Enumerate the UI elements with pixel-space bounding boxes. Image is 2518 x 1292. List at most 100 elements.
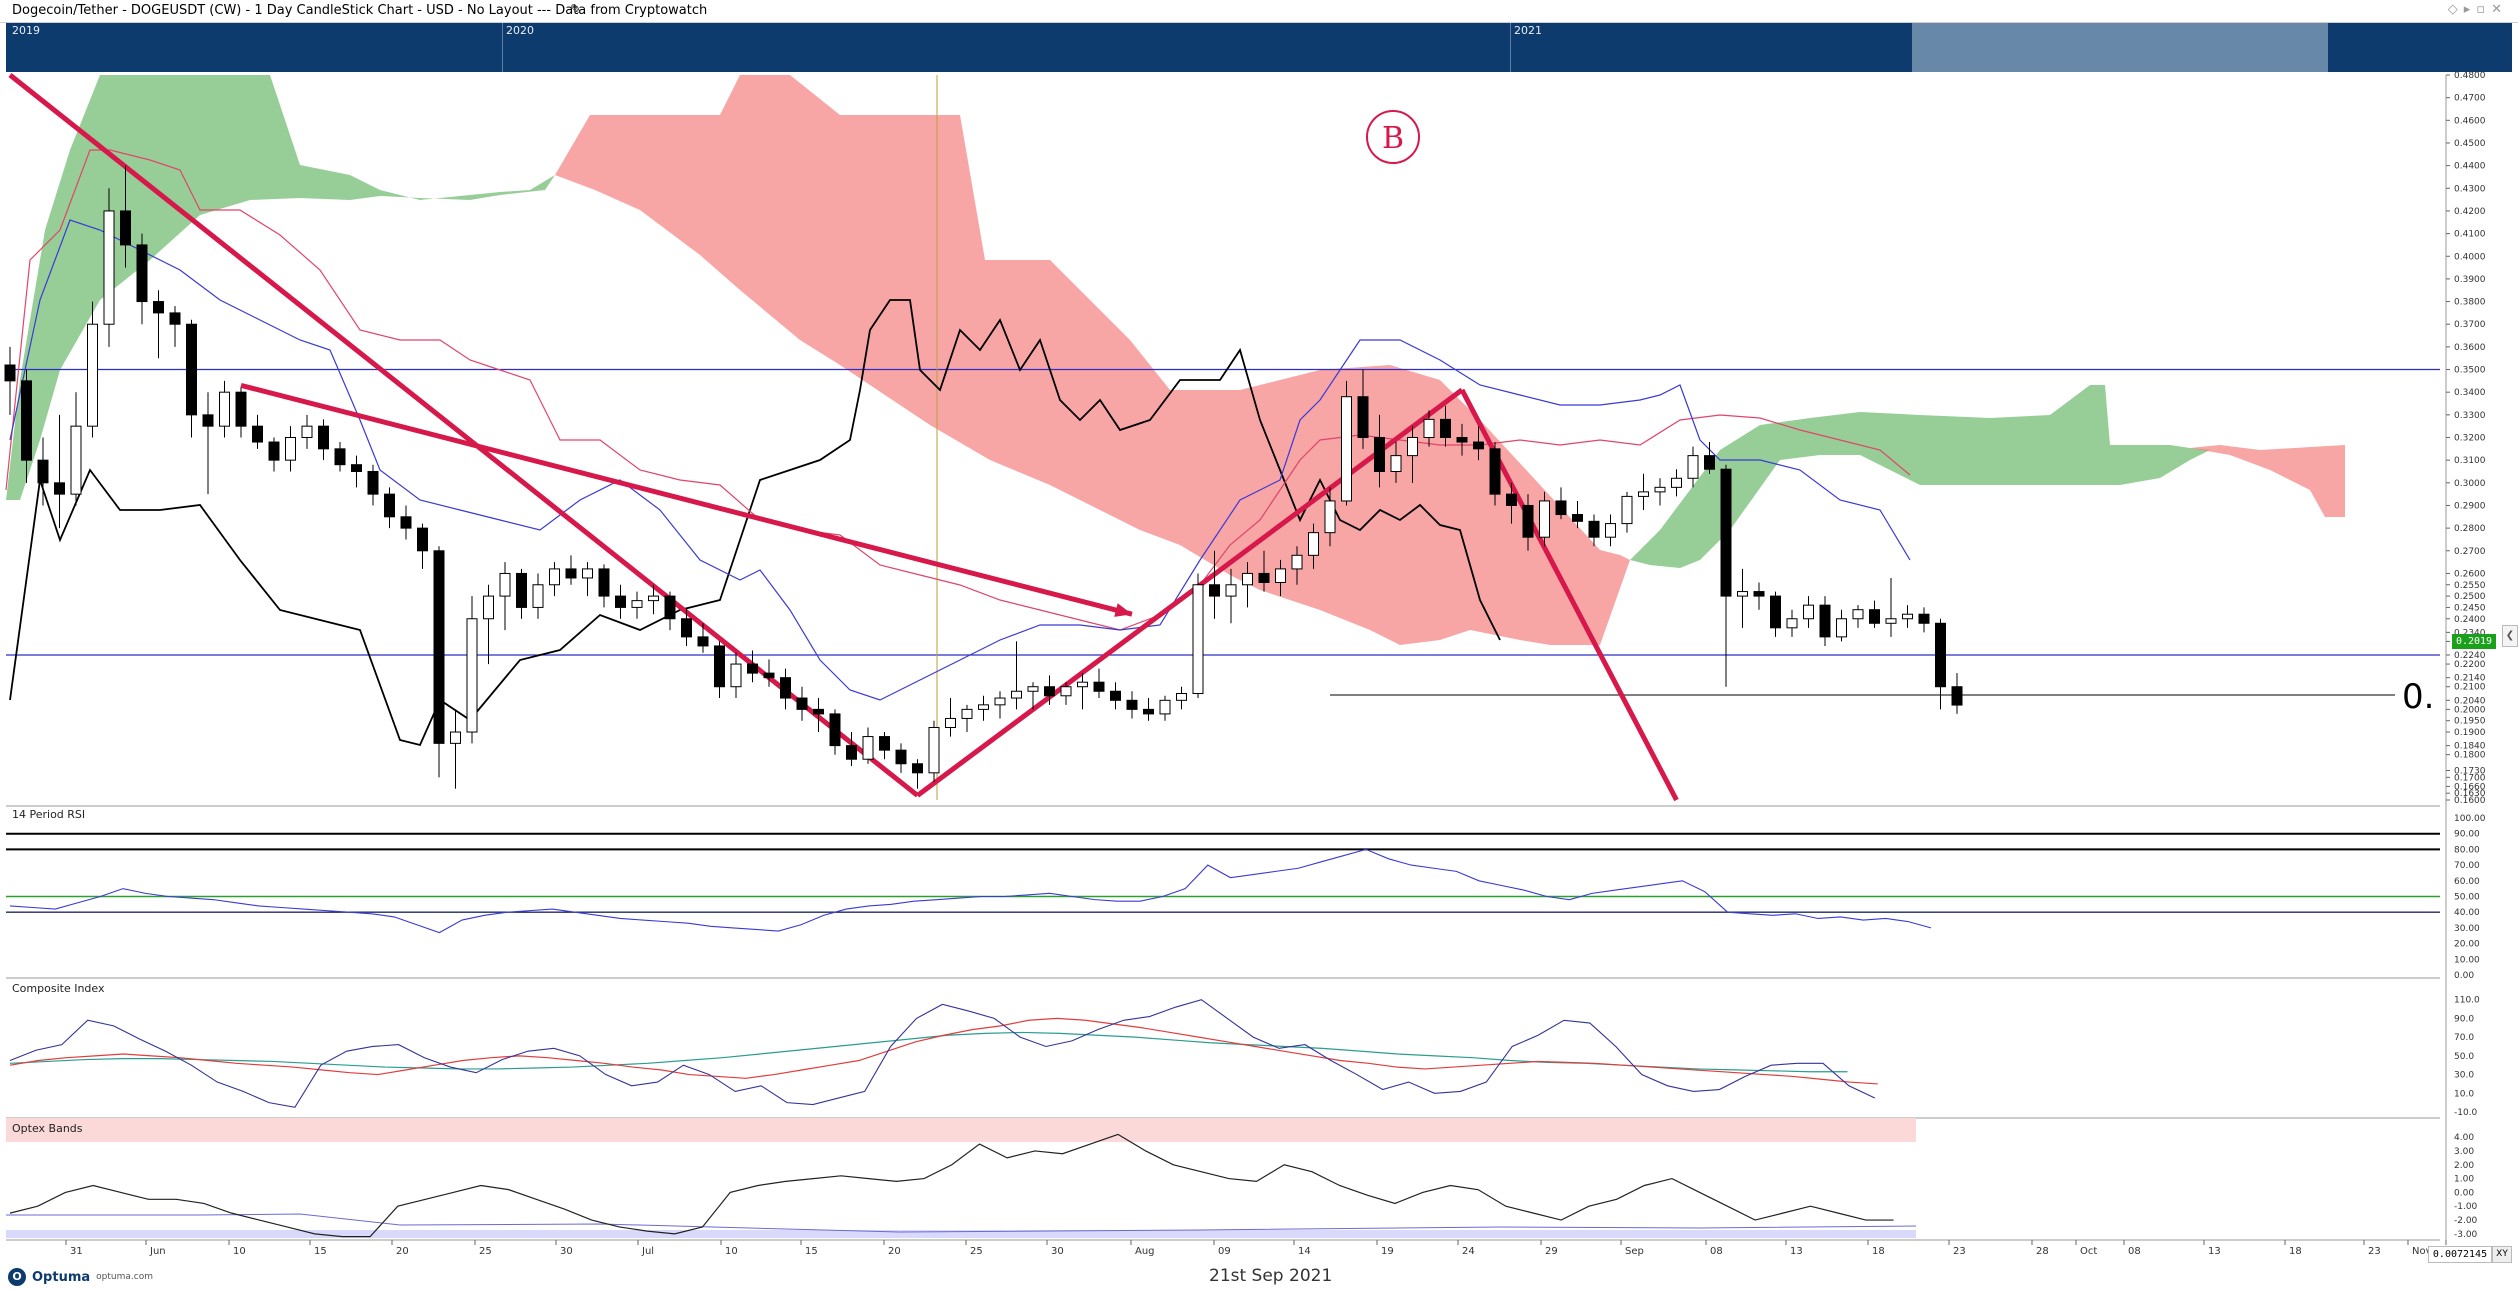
date-axis-label: 08 [2128, 1246, 2141, 1257]
candle-bearish [202, 414, 214, 427]
ichimoku-cloud-bearish [555, 75, 1630, 645]
axis-scroll-arrow-icon[interactable]: ❮ [2502, 625, 2518, 647]
date-axis-label: 15 [314, 1246, 327, 1257]
candle-bearish [1473, 441, 1484, 450]
price-axis-label: 0.4800 [2454, 71, 2486, 81]
candle-bullish [285, 437, 296, 461]
tenkan-sen-line [9, 219, 1911, 701]
candle-bullish [961, 708, 973, 719]
candle-bullish [549, 568, 560, 586]
optex-axis-label: 4.00 [2454, 1133, 2474, 1143]
price-axis-label: 0.2800 [2454, 524, 2486, 534]
price-axis-label: 0.3600 [2454, 343, 2486, 353]
optex-lower-band-line [6, 1213, 1917, 1233]
candle-bullish [1027, 686, 1039, 692]
price-axis-label: 0.4100 [2454, 230, 2486, 240]
price-axis-label: 0.3400 [2454, 388, 2486, 398]
navigator-selection-window[interactable] [1912, 23, 2328, 72]
candle-bearish [1704, 455, 1715, 470]
candle-bearish [367, 470, 379, 495]
date-axis-label: 18 [1872, 1246, 1885, 1257]
candle-bearish [136, 244, 148, 303]
date-axis-label: Sep [1625, 1246, 1644, 1257]
candle-bearish [1588, 520, 1600, 538]
candle-bullish [1539, 500, 1550, 538]
candle-bearish [21, 380, 32, 461]
composite-axis-label: 110.0 [2454, 996, 2480, 1006]
candle-bearish [1044, 686, 1055, 697]
candle-bearish [1093, 681, 1105, 692]
candle-bullish [532, 584, 544, 608]
price-axis-label: 0.3000 [2454, 479, 2486, 489]
wave-label: B [1382, 121, 1404, 156]
candle-bearish [681, 618, 692, 638]
candle-bearish [697, 636, 709, 647]
rsi-axis-label: 40.00 [2454, 908, 2480, 918]
candle-bearish [1522, 504, 1534, 538]
window-title-bar: Dogecoin/Tether - DOGEUSDT (CW) - 1 Day … [0, 0, 2518, 23]
candle-bearish [516, 572, 527, 608]
optex-line [9, 1133, 1894, 1238]
composite-axis-label: 50.0 [2454, 1052, 2474, 1062]
price-axis-label: 0.2600 [2454, 569, 2486, 579]
candle-bearish [54, 482, 65, 495]
wave-label-circle [1366, 110, 1420, 164]
candle-bullish [1638, 491, 1649, 497]
candle-bullish [1737, 591, 1748, 597]
composite-index-line [9, 999, 1876, 1108]
date-axis-label: 13 [1790, 1246, 1803, 1257]
candle-bearish [1951, 686, 1963, 706]
price-axis-label: 0.1900 [2454, 728, 2486, 738]
candle-bearish [351, 464, 362, 472]
cut-off-level-label: 0. [2402, 677, 2434, 717]
candle-bullish [1225, 584, 1237, 597]
price-axis-label: 0.2700 [2454, 547, 2486, 557]
logo-url: optuma.com [96, 1272, 153, 1282]
candle-bullish [87, 323, 98, 427]
candle-bearish [747, 663, 758, 674]
candle-bullish [1324, 500, 1336, 534]
price-axis-label: 0.3800 [2454, 298, 2486, 308]
candle-bearish [1374, 437, 1385, 472]
candle-bearish [1555, 500, 1567, 516]
composite-axis-label: -10.0 [2454, 1108, 2478, 1118]
candle-bearish [37, 459, 49, 484]
candle-bearish [1456, 437, 1468, 443]
candle-bullish [1803, 604, 1814, 620]
candle-bullish [1011, 690, 1022, 699]
candle-bearish [1869, 609, 1880, 624]
pencil-edit-icon[interactable]: ✎ [570, 2, 582, 18]
rsi-axis-label: 0.00 [2454, 971, 2474, 981]
candle-bearish [433, 550, 445, 744]
candle-bearish [1935, 622, 1946, 688]
candle-bullish [1077, 681, 1088, 688]
date-axis-label: 09 [1218, 1246, 1231, 1257]
candle-bullish [1176, 693, 1187, 701]
rsi-axis-label: 30.00 [2454, 924, 2480, 934]
candle-bullish [103, 210, 115, 325]
candle-bearish [1258, 572, 1270, 583]
price-axis-label: 0.2450 [2454, 603, 2486, 613]
date-axis-label: 10 [725, 1246, 738, 1257]
composite-axis-label: 10.0 [2454, 1089, 2474, 1099]
price-axis-label: 0.2140 [2454, 674, 2486, 684]
candle-bearish [912, 763, 923, 774]
candle-bearish [1110, 690, 1121, 701]
axis-settings-icon[interactable]: XY [2492, 1246, 2512, 1263]
rsi-axis-label: 80.00 [2454, 845, 2480, 855]
logo-text: Optuma [32, 1269, 91, 1285]
price-axis-label: 0.3200 [2454, 434, 2486, 444]
rsi-axis-label: 50.00 [2454, 893, 2480, 903]
candle-bearish [1209, 584, 1220, 597]
price-axis-label: 0.4400 [2454, 162, 2486, 172]
candle-bearish [664, 595, 676, 620]
candle-bearish [384, 493, 395, 518]
candle-bullish [928, 727, 940, 774]
candle-bullish [483, 595, 494, 620]
window-controls[interactable]: ◇▸▫✕ [2447, 2, 2508, 17]
candle-bullish [1341, 396, 1352, 502]
date-axis-label: Jul [641, 1246, 654, 1257]
price-axis-label: 0.2200 [2454, 660, 2486, 670]
optex-axis-label: 2.00 [2454, 1161, 2474, 1171]
